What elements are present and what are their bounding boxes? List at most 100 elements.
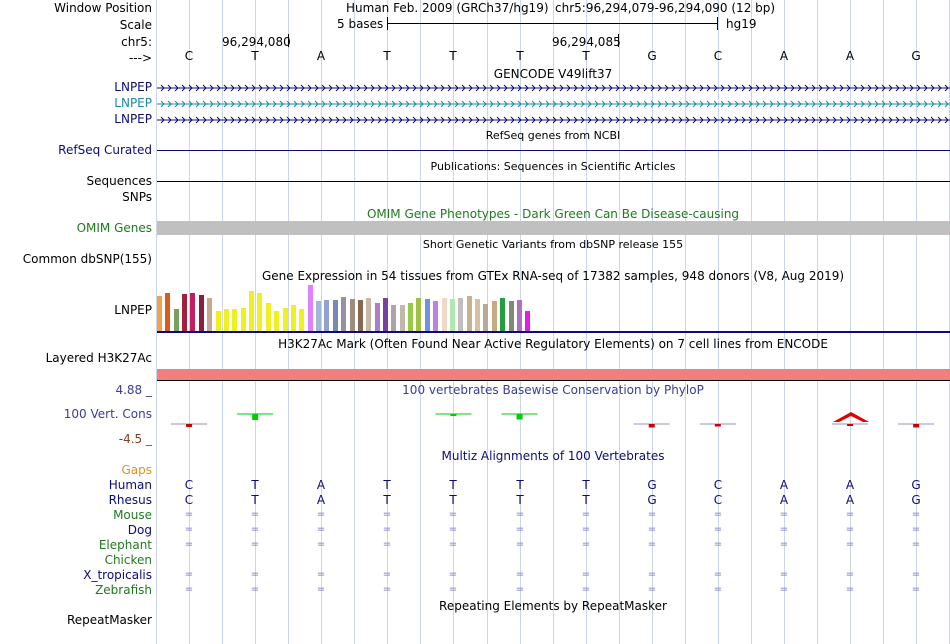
scale-bar-line (387, 23, 718, 24)
gtex-tissue-bar[interactable] (349, 299, 355, 331)
strand-arrow (342, 84, 347, 92)
strand-arrow (636, 84, 641, 92)
dbsnp-label[interactable]: Common dbSNP(155) (22, 252, 152, 266)
h3k27-signal-bar[interactable] (157, 369, 950, 380)
species-label[interactable]: Chicken (104, 553, 152, 567)
sequences-label[interactable]: Sequences (86, 174, 152, 188)
gtex-tissue-bar[interactable] (399, 305, 405, 331)
phylop-label[interactable]: 100 Vert. Cons (63, 407, 152, 421)
gtex-label[interactable]: LNPEP (114, 303, 152, 317)
gtex-tissue-bar[interactable] (366, 298, 372, 331)
grid-line (321, 0, 322, 644)
strand-arrow (314, 100, 319, 108)
gtex-tissue-bar[interactable] (207, 298, 213, 331)
gtex-tissue-bar[interactable] (508, 301, 514, 331)
position-text[interactable]: chr5:96,294,079-96,294,090 (12 bp) (555, 1, 776, 15)
gtex-tissue-bar[interactable] (441, 298, 447, 331)
gtex-tissue-bar[interactable] (458, 298, 464, 331)
gtex-tissue-bar[interactable] (357, 300, 363, 331)
gtex-tissue-bar[interactable] (491, 301, 497, 331)
gtex-tissue-bar[interactable] (391, 305, 397, 331)
species-label[interactable]: X_tropicalis (83, 568, 152, 582)
gtex-tissue-bar[interactable] (290, 305, 296, 331)
gtex-tissue-bar[interactable] (190, 293, 196, 331)
phylop-plot[interactable] (157, 396, 950, 436)
gtex-tissue-bar[interactable] (223, 309, 229, 331)
species-label[interactable]: Mouse (113, 508, 152, 522)
strand-arrow (944, 116, 949, 124)
snps-label[interactable]: SNPs (122, 190, 152, 204)
gencode-transcripts[interactable] (157, 80, 950, 126)
strand-arrow (888, 100, 893, 108)
gtex-tissue-bar[interactable] (274, 311, 280, 331)
gtex-tissue-bar[interactable] (483, 304, 489, 331)
strand-arrow (734, 116, 739, 124)
gtex-tissue-bar[interactable] (173, 309, 179, 331)
gtex-tissue-bar[interactable] (240, 308, 246, 331)
strand-arrow (790, 84, 795, 92)
gtex-tissue-bar[interactable] (466, 296, 472, 331)
coord-tick-1 (288, 34, 289, 47)
strand-arrow (398, 100, 403, 108)
gtex-tissue-bar[interactable] (516, 300, 522, 331)
gtex-tissue-bar[interactable] (424, 299, 430, 331)
omim-gene-bar[interactable] (157, 221, 950, 235)
strand-arrow (300, 84, 305, 92)
species-label[interactable]: Elephant (98, 538, 152, 552)
gtex-tissue-bar[interactable] (324, 300, 330, 331)
strand-arrow (559, 116, 564, 124)
rmsk-label[interactable]: RepeatMasker (66, 613, 152, 627)
chrom-label: chr5: (121, 35, 152, 49)
gtex-tissue-bar[interactable] (299, 309, 305, 331)
alignment-base: T (582, 478, 590, 492)
alignment-base: = (448, 509, 458, 520)
gaps-label[interactable]: Gaps (121, 463, 152, 477)
gtex-tissue-bar[interactable] (198, 295, 204, 331)
refseq-gene-line[interactable] (157, 150, 950, 151)
gtex-tissue-bar[interactable] (341, 297, 347, 331)
gtex-expression-bars[interactable] (157, 284, 950, 331)
gtex-tissue-bar[interactable] (215, 311, 221, 331)
refseq-label[interactable]: RefSeq Curated (58, 143, 152, 157)
gencode-item-3[interactable]: LNPEP (114, 112, 152, 126)
strand-arrow (559, 100, 564, 108)
base-letter: G (647, 49, 657, 63)
gtex-tissue-bar[interactable] (232, 309, 238, 331)
gtex-tissue-bar[interactable] (249, 291, 255, 331)
gtex-tissue-bar[interactable] (416, 298, 422, 331)
gtex-tissue-bar[interactable] (449, 299, 455, 331)
strand-arrow (790, 100, 795, 108)
gencode-item-1[interactable]: LNPEP (114, 80, 152, 94)
gtex-tissue-bar[interactable] (307, 285, 313, 331)
grid-line (255, 0, 256, 644)
species-label[interactable]: Zebrafish (95, 583, 152, 597)
gtex-tissue-bar[interactable] (257, 293, 263, 331)
strand-arrow (629, 84, 634, 92)
strand-arrow (769, 84, 774, 92)
omim-label[interactable]: OMIM Genes (76, 221, 152, 235)
strand-arrow (622, 84, 627, 92)
gtex-tissue-bar[interactable] (525, 311, 531, 331)
gtex-tissue-bar[interactable] (157, 296, 162, 331)
strand-arrow (237, 84, 242, 92)
species-label[interactable]: Rhesus (108, 493, 152, 507)
pubs-sequence-line[interactable] (157, 181, 950, 182)
strand-arrow (566, 116, 571, 124)
gtex-tissue-bar[interactable] (165, 293, 171, 331)
gtex-tissue-bar[interactable] (316, 301, 322, 331)
h3k27-label[interactable]: Layered H3K27Ac (45, 351, 152, 365)
species-label[interactable]: Human (108, 478, 152, 492)
gencode-item-2[interactable]: LNPEP (114, 96, 152, 110)
gtex-tissue-bar[interactable] (475, 299, 481, 331)
strand-arrow (258, 84, 263, 92)
gtex-tissue-bar[interactable] (265, 303, 271, 331)
gtex-tissue-bar[interactable] (408, 303, 414, 331)
gtex-tissue-bar[interactable] (500, 298, 506, 331)
gtex-tissue-bar[interactable] (332, 300, 338, 331)
gtex-tissue-bar[interactable] (282, 308, 288, 331)
gtex-tissue-bar[interactable] (182, 294, 188, 331)
gtex-tissue-bar[interactable] (382, 298, 388, 331)
species-label[interactable]: Dog (127, 523, 152, 537)
gtex-tissue-bar[interactable] (433, 301, 439, 331)
gtex-tissue-bar[interactable] (374, 303, 380, 331)
